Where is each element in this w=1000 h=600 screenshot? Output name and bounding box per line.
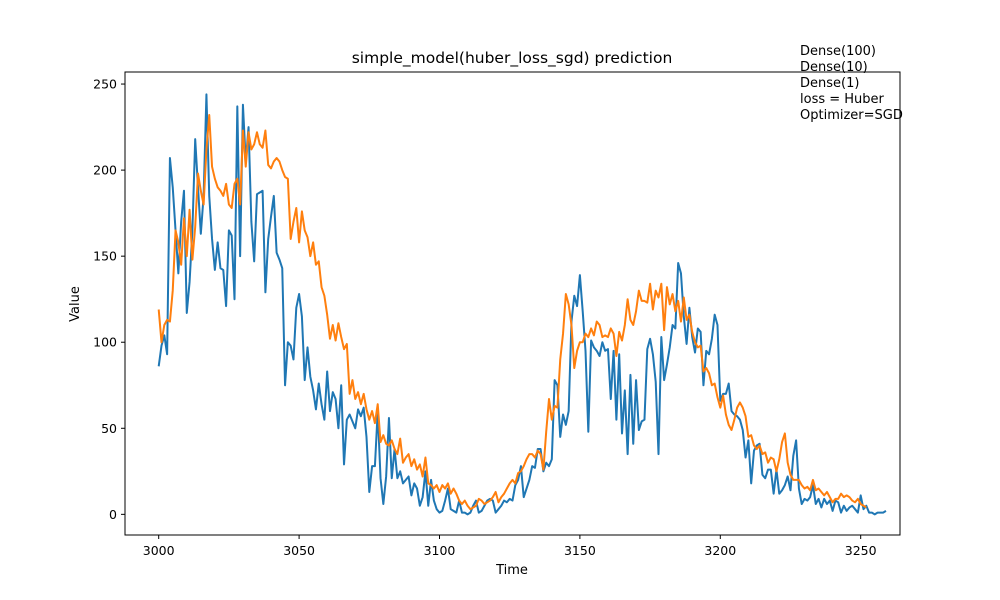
x-tick-label: 3050	[283, 543, 315, 558]
x-axis-ticks: 3000 3050 3100 3150 3200 3250	[143, 535, 877, 558]
chart-title: simple_model(huber_loss_sgd) prediction	[352, 49, 673, 68]
plot-area	[125, 72, 900, 535]
x-tick-label: 3000	[143, 543, 175, 558]
y-tick-label: 250	[93, 77, 117, 92]
axes-frame	[124, 71, 901, 536]
y-tick-label: 150	[93, 249, 117, 264]
y-tick-label: 50	[101, 421, 117, 436]
annotation-line: Dense(100)	[800, 44, 876, 59]
annotation-line: Optimizer=SGD	[800, 108, 903, 123]
x-tick-label: 3200	[704, 543, 736, 558]
series-line-1	[157, 93, 887, 516]
y-axis-label: Value	[68, 286, 83, 322]
model-annotation: Dense(100) Dense(10) Dense(1) loss = Hub…	[800, 44, 903, 123]
annotation-line: loss = Huber	[800, 92, 885, 107]
y-tick-label: 0	[109, 507, 117, 522]
annotation-line: Dense(1)	[800, 76, 859, 91]
y-axis-ticks: 0 50 100 150 200 250	[93, 77, 125, 522]
x-tick-label: 3250	[845, 543, 877, 558]
annotation-line: Dense(10)	[800, 60, 868, 75]
series-line-2	[157, 114, 867, 511]
x-tick-label: 3100	[424, 543, 456, 558]
y-tick-label: 200	[93, 163, 117, 178]
x-axis-label: Time	[495, 563, 528, 578]
series-layer	[157, 93, 887, 516]
y-tick-label: 100	[93, 335, 117, 350]
x-tick-label: 3150	[564, 543, 596, 558]
